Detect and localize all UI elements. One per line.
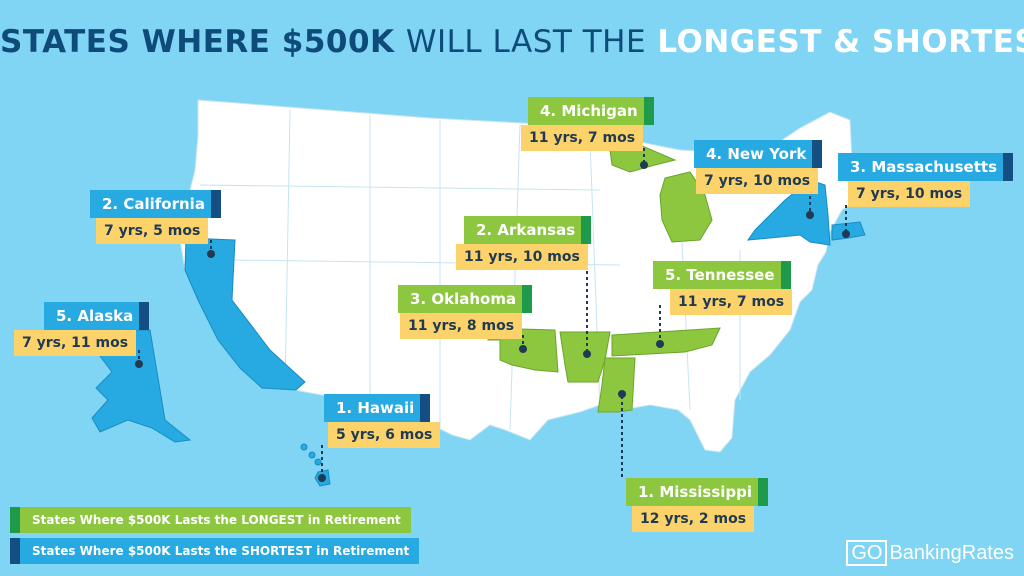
california-shape — [184, 237, 306, 391]
page-title: STATES WHERE $500K WILL LAST THE LONGEST… — [0, 24, 1024, 60]
title-part-2: WILL LAST THE — [405, 24, 647, 60]
state-label-tennessee: 5. Tennessee — [653, 261, 791, 289]
state-markers — [135, 161, 850, 482]
state-value-arkansas: 11 yrs, 10 mos — [456, 244, 588, 270]
legend-shortest-label: States Where $500K Lasts the SHORTEST in… — [10, 538, 420, 564]
state-value-california: 7 yrs, 5 mos — [96, 218, 209, 244]
state-value-michigan: 11 yrs, 7 mos — [521, 125, 644, 151]
logo-banking-rates: BankingRates — [889, 541, 1014, 564]
state-value-alaska: 7 yrs, 11 mos — [14, 330, 137, 356]
state-value-massachusetts: 7 yrs, 10 mos — [848, 181, 971, 207]
state-label-massachusetts: 3. Massachusetts — [838, 153, 1014, 181]
legend-longest-label: States Where $500K Lasts the LONGEST in … — [10, 507, 411, 533]
state-value-new-york: 7 yrs, 10 mos — [696, 168, 819, 194]
mississippi-shape — [597, 357, 636, 413]
gobankingrates-logo: GO BankingRates — [846, 540, 1014, 566]
title-part-1: STATES WHERE $500K — [0, 24, 395, 60]
callout-connectors — [138, 148, 847, 478]
state-label-mississippi: 1. Mississippi — [626, 478, 769, 506]
state-value-mississippi: 12 yrs, 2 mos — [632, 506, 755, 532]
state-label-hawaii: 1. Hawaii — [324, 394, 431, 422]
alaska-shape — [91, 329, 192, 443]
state-value-hawaii: 5 yrs, 6 mos — [328, 422, 441, 448]
logo-go: GO — [846, 540, 888, 566]
state-label-arkansas: 2. Arkansas — [464, 216, 592, 244]
title-part-3: LONGEST & SHORTEST — [657, 24, 1024, 60]
state-label-michigan: 4. Michigan — [528, 97, 654, 125]
legend-longest: States Where $500K Lasts the LONGEST in … — [10, 507, 411, 533]
state-label-alaska: 5. Alaska — [44, 302, 150, 330]
state-label-oklahoma: 3. Oklahoma — [398, 285, 533, 313]
hawaii-shape — [300, 443, 331, 487]
legend-shortest: States Where $500K Lasts the SHORTEST in… — [10, 538, 420, 564]
state-label-new-york: 4. New York — [694, 140, 823, 168]
state-label-california: 2. California — [90, 190, 221, 218]
tennessee-shape — [611, 327, 721, 357]
state-value-oklahoma: 11 yrs, 8 mos — [400, 313, 523, 339]
state-value-tennessee: 11 yrs, 7 mos — [670, 289, 793, 315]
